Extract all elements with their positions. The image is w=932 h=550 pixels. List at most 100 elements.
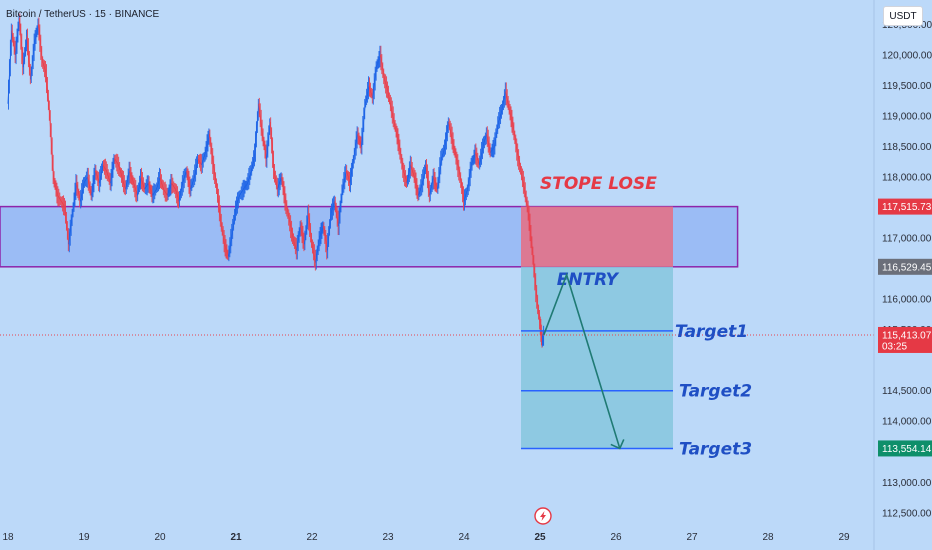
price-segment [87, 176, 93, 196]
price-segment [239, 188, 245, 196]
arrow-head [610, 439, 625, 450]
price-segment [7, 30, 13, 104]
price-segment [535, 292, 541, 324]
price-tags: 117,515.73 116,529.45 113,554.14 115,413.07… [878, 198, 932, 457]
price-segment [83, 176, 89, 184]
price-segment [448, 121, 454, 141]
price-segment [273, 170, 279, 190]
y-tick-label: 119,000.00 [882, 111, 932, 122]
price-segment [311, 244, 317, 263]
price-segment [170, 182, 176, 190]
price-segment [319, 225, 324, 239]
price-segment [345, 170, 351, 184]
price-segment [357, 134, 362, 147]
price-segment [26, 36, 32, 80]
price-segment [110, 158, 115, 184]
price-segment [235, 195, 241, 208]
countdown-text: 03:25 [882, 341, 907, 352]
price-tag-text: 113,554.14 [882, 444, 932, 455]
price-segment [254, 103, 260, 153]
price-segment [459, 176, 465, 202]
price-segment [379, 54, 385, 80]
price-segment [262, 134, 267, 159]
price-segment [75, 183, 81, 202]
y-tick-label: 112,500.00 [882, 508, 932, 519]
price-segment [395, 128, 400, 147]
price-segment [15, 18, 20, 55]
price-segment [220, 219, 226, 245]
price-segment [136, 176, 142, 196]
price-segment [509, 109, 514, 129]
chart-title: Bitcoin / TetherUS · 15 · BINANCE [6, 9, 160, 20]
price-segment [531, 250, 537, 294]
price-segment [406, 164, 412, 184]
price-segment [288, 219, 294, 239]
price-segment [417, 182, 423, 196]
price-segment [106, 170, 112, 184]
price-segment [34, 24, 39, 43]
price-segment [322, 225, 328, 251]
price-segment [433, 176, 438, 190]
y-tick-label: 118,500.00 [882, 142, 932, 153]
price-segment [326, 213, 332, 251]
price-tag-text: 117,515.73 [882, 202, 932, 213]
currency-button[interactable]: USDT [883, 6, 923, 26]
price-segment [277, 176, 283, 190]
price-segment [391, 109, 397, 129]
price-segment [486, 134, 492, 153]
price-tag [878, 198, 932, 215]
price-segment [490, 146, 495, 153]
price-segment [452, 140, 457, 159]
price-tag [878, 440, 932, 457]
price-segment [49, 115, 55, 178]
price-segment [353, 134, 359, 159]
price-segment [72, 183, 77, 214]
price-segment [246, 170, 252, 184]
price-segment [307, 213, 313, 245]
price-segment [296, 225, 302, 251]
y-tick-label: 116,000.00 [882, 295, 932, 306]
lightning-icon[interactable] [534, 507, 552, 525]
price-segment [269, 122, 275, 171]
price-segment [398, 146, 404, 172]
price-segment [524, 189, 530, 214]
x-tick-label: 27 [686, 532, 698, 543]
price-segment [440, 146, 446, 159]
price-segment [121, 176, 127, 190]
current-price-text: 115,413.07 [882, 330, 932, 341]
price-segment [151, 188, 157, 196]
price-segment [414, 176, 419, 196]
price-segment [64, 207, 70, 245]
price-tag [878, 258, 932, 275]
price-segment [182, 170, 188, 184]
price-segment [197, 158, 203, 166]
price-segment [212, 164, 218, 190]
price-segment [501, 91, 507, 110]
target-label: Target1 [675, 322, 748, 342]
price-segment [463, 189, 469, 202]
price-tag-text: 116,529.45 [882, 262, 932, 273]
zones-layer [0, 205, 739, 449]
price-segment [360, 103, 366, 147]
price-segment [178, 183, 184, 202]
price-segment [402, 170, 408, 184]
price-segment [60, 201, 66, 208]
price-segment [56, 195, 62, 202]
target-zone [521, 266, 673, 449]
price-segment [471, 152, 476, 165]
price-segment [410, 164, 416, 178]
x-tick-label: 18 [2, 532, 14, 543]
price-segment [113, 158, 119, 166]
time-axis: 18 19 20 21 22 23 24 25 26 27 28 29 [2, 532, 850, 543]
price-segment [300, 225, 305, 245]
price-segment [284, 201, 290, 220]
price-series [7, 13, 545, 348]
price-segment [292, 237, 298, 251]
price-segment [22, 36, 28, 68]
price-segment [144, 182, 150, 190]
price-segment [541, 334, 545, 342]
y-tick-label: 119,500.00 [882, 81, 932, 92]
price-segment [227, 231, 233, 257]
price-segment [436, 158, 442, 190]
